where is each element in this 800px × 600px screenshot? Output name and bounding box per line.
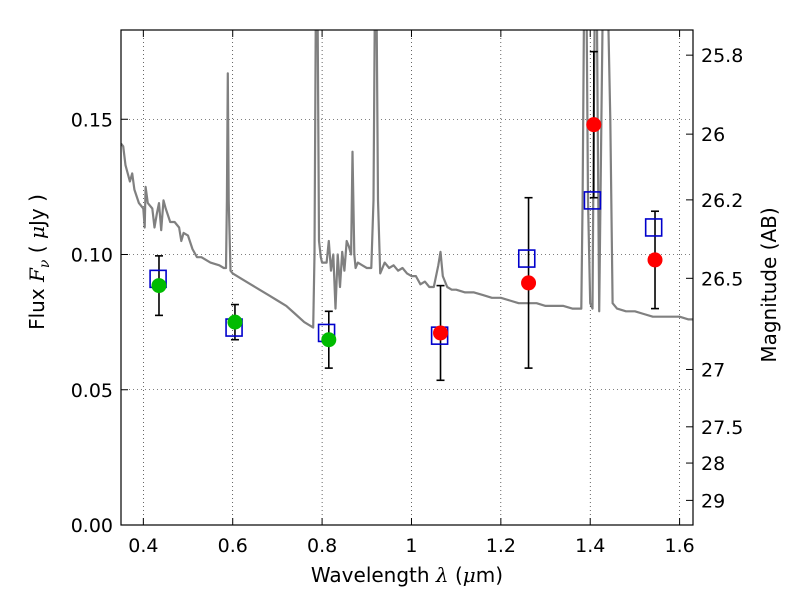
x-axis-label-unit: m) — [476, 563, 503, 587]
y2-tick-label: 29 — [701, 490, 725, 512]
y-axis-label-nu: ν — [37, 259, 53, 268]
x-tick-label: 1.2 — [486, 535, 516, 557]
y2-tick-label: 26.2 — [701, 190, 743, 212]
y2-tick-label: 28 — [701, 453, 725, 475]
plot-background — [121, 30, 693, 525]
model-square-marker — [583, 191, 602, 210]
green-circle-marker — [151, 278, 167, 294]
y-tick-label: 0.15 — [71, 109, 113, 131]
y2-axis-label: Magnitude (AB) — [757, 207, 781, 362]
x-axis-label-lambda: λ — [435, 563, 449, 587]
y2-tick-label: 27 — [701, 359, 725, 381]
y-axis-label: Flux Fν ( μJy ) — [25, 194, 53, 330]
y-tick-label: 0.10 — [71, 245, 113, 267]
x-tick-label: 0.6 — [218, 535, 248, 557]
y2-tick-label: 26.5 — [701, 268, 743, 290]
x-tick-label: 0.8 — [307, 535, 337, 557]
y-axis-label-mu: μ — [25, 226, 49, 239]
red-circle-marker — [647, 252, 663, 268]
y-axis-label-unit: Jy ) — [25, 194, 49, 228]
spectrum — [121, 30, 693, 329]
y-tick-label: 0.00 — [71, 515, 113, 537]
data-markers — [149, 117, 663, 348]
x-axis-label: Wavelength λ (μm) — [311, 563, 503, 587]
model-square-marker — [517, 249, 536, 268]
y-axis-label-text: Flux — [25, 282, 49, 330]
x-tick-label: 1.4 — [575, 535, 605, 557]
y2-tick-label: 27.5 — [701, 417, 743, 439]
x-tick-label: 1 — [405, 535, 417, 557]
green-circle-marker — [321, 332, 337, 348]
x-axis-label-paren: ( — [449, 563, 463, 587]
red-circle-marker — [586, 117, 602, 133]
red-circle-marker — [433, 325, 449, 341]
x-axis-label-mu: μ — [463, 563, 476, 587]
y2-tick-label: 26 — [701, 124, 725, 146]
red-circle-marker — [521, 275, 537, 291]
model-square-marker — [644, 218, 663, 237]
x-axis-label-text: Wavelength — [311, 563, 436, 587]
y-axis-label-f: F — [25, 267, 49, 283]
green-circle-marker — [227, 314, 243, 330]
ticks: 0.4 0.6 0.8 1 1.2 1.4 1.6 0.00 0.05 0.10 0.15 25.8 2… — [71, 30, 743, 557]
y-axis-label-paren: ( — [25, 239, 49, 260]
plot-frame — [120, 29, 694, 526]
y-tick-label: 0.05 — [71, 380, 113, 402]
y2-tick-label: 25.8 — [701, 45, 743, 67]
x-tick-label: 0.4 — [128, 535, 158, 557]
x-tick-label: 1.6 — [664, 535, 694, 557]
spectrum-line — [121, 30, 693, 329]
